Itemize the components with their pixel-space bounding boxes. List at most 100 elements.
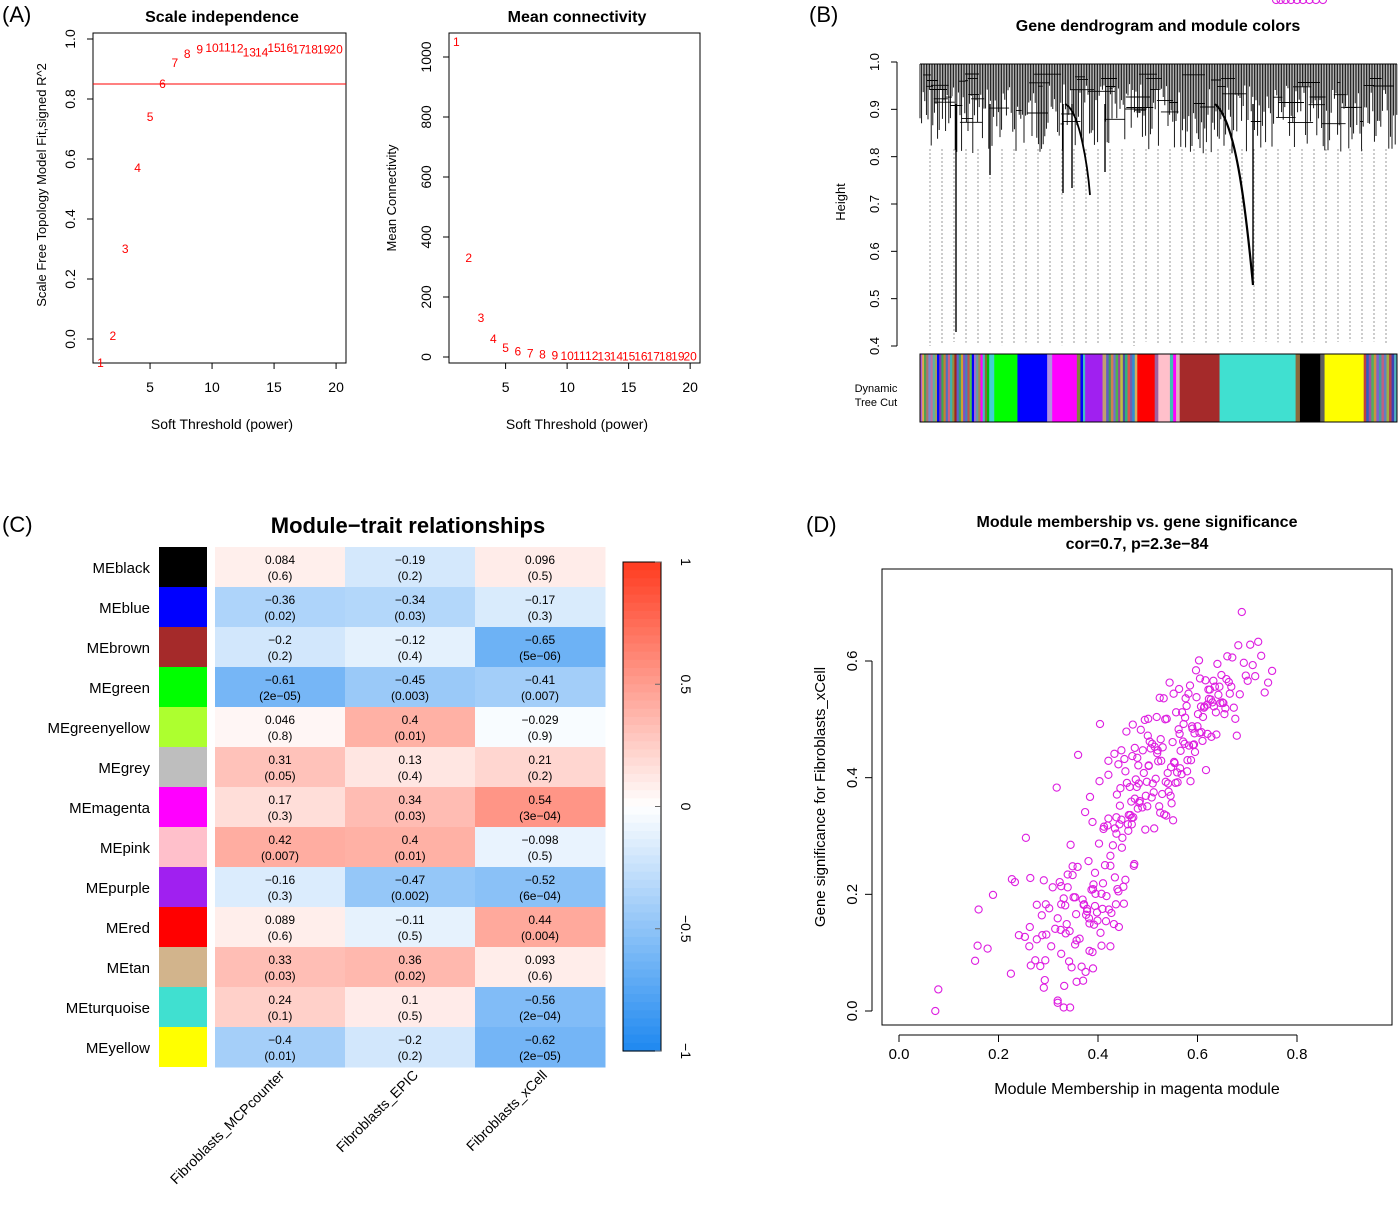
scale-independence-title: Scale independence xyxy=(145,9,299,26)
data-point xyxy=(1106,861,1115,870)
trait-label: Fibroblasts_xCell xyxy=(463,1067,550,1154)
data-point xyxy=(1257,651,1266,660)
mean-connectivity-plot: Mean connectivity 5 10 15 20 02004006008001… xyxy=(384,9,701,432)
power-label: 16 xyxy=(634,350,648,364)
module-color-block xyxy=(1324,354,1365,422)
data-point xyxy=(1091,889,1100,898)
data-point xyxy=(1141,791,1150,800)
data-point xyxy=(1219,698,1228,708)
data-point xyxy=(1153,749,1162,758)
module-color-block xyxy=(1130,354,1133,422)
data-point xyxy=(1107,908,1116,918)
data-point xyxy=(1112,813,1121,822)
data-point xyxy=(1143,802,1152,811)
data-point xyxy=(1032,935,1041,944)
power-label: 5 xyxy=(502,341,509,355)
data-point xyxy=(1173,778,1182,787)
data-point xyxy=(1077,962,1086,971)
module-name: MEgreenyellow xyxy=(47,720,150,737)
heatmap-cell xyxy=(475,667,606,708)
data-point xyxy=(1021,833,1031,842)
data-point xyxy=(1156,735,1165,744)
data-point xyxy=(1254,637,1263,646)
module-color-block xyxy=(1102,354,1107,422)
data-point xyxy=(1039,983,1048,992)
data-point xyxy=(1117,843,1127,852)
colorbar-segment xyxy=(623,888,661,897)
p-value: (2e−04) xyxy=(519,1009,561,1023)
p-value: (0.03) xyxy=(264,969,295,983)
data-point xyxy=(1217,670,1226,680)
data-point xyxy=(1119,882,1128,891)
colorbar-segment xyxy=(623,1026,661,1036)
module-color-block xyxy=(1386,354,1390,422)
data-point xyxy=(1164,787,1173,796)
trait-label: Fibroblasts_EPIC xyxy=(333,1067,421,1155)
dendrogram-leaf-drops xyxy=(929,149,1387,346)
module-color-block xyxy=(939,354,942,422)
module-name: MEpink xyxy=(100,840,151,857)
correlation-value: 0.093 xyxy=(525,953,555,967)
heatmap-cell xyxy=(345,827,476,868)
module-color-block xyxy=(923,354,927,422)
data-point xyxy=(1041,956,1050,965)
correlation-value: −0.34 xyxy=(395,593,426,607)
data-point xyxy=(1281,0,1290,5)
data-point xyxy=(1073,750,1083,760)
colorbar-segment xyxy=(623,676,661,685)
data-point xyxy=(1186,777,1195,786)
correlation-value: 0.42 xyxy=(268,833,292,847)
correlation-value: 0.4 xyxy=(402,833,419,847)
correlation-value: −0.11 xyxy=(395,913,425,927)
module-swatch xyxy=(159,587,207,627)
colorbar-segment xyxy=(623,945,661,954)
data-point xyxy=(1130,743,1139,753)
module-color-block xyxy=(1120,354,1124,422)
correlation-value: 0.084 xyxy=(265,553,295,567)
module-color-block xyxy=(973,354,977,422)
module-color-block xyxy=(1363,354,1367,422)
data-point xyxy=(1271,0,1281,5)
data-point xyxy=(1090,868,1100,877)
module-color-block xyxy=(1125,354,1128,422)
data-point xyxy=(1032,900,1041,909)
heatmap-cell xyxy=(215,627,346,668)
y-axis-title: Scale Free Topology Model Fit,signed R^2 xyxy=(34,63,49,307)
y-tick-label: 0.4 xyxy=(62,209,78,229)
colorbar-segment xyxy=(623,822,661,832)
p-value: (0.2) xyxy=(268,649,293,663)
x-tick-label: 0.6 xyxy=(1187,1046,1208,1063)
x-axis-ticks: 0.0 0.2 0.4 0.6 0.8 xyxy=(889,1034,1308,1063)
data-point xyxy=(1165,678,1174,687)
heatmap-cell xyxy=(215,827,346,868)
module-name: MEpurple xyxy=(86,880,150,897)
module-color-block xyxy=(922,354,925,422)
heatmap-cell xyxy=(215,947,346,988)
x-axis-ticks: 5 10 15 20 xyxy=(146,363,344,395)
data-point xyxy=(1162,714,1171,723)
correlation-value: 0.44 xyxy=(528,913,552,927)
heatmap-cell xyxy=(475,547,606,588)
data-point xyxy=(1158,743,1167,752)
data-point xyxy=(1157,756,1166,765)
data-point xyxy=(1168,737,1177,747)
data-point xyxy=(934,985,943,994)
x-tick-label: 0.8 xyxy=(1287,1046,1308,1063)
colorbar-segment xyxy=(623,912,661,922)
data-point xyxy=(1276,0,1285,5)
power-label: 11 xyxy=(573,349,586,363)
correlation-value: −0.4 xyxy=(268,1033,292,1047)
y-tick-label: 0.6 xyxy=(62,149,78,169)
heatmap-cell xyxy=(215,787,346,828)
correlation-value: 0.17 xyxy=(268,793,292,807)
heatmap-cell xyxy=(215,707,346,748)
module-color-block xyxy=(965,354,968,422)
correlation-value: −0.098 xyxy=(521,833,558,847)
heatmap-cell xyxy=(475,827,606,868)
correlation-value: −0.16 xyxy=(265,873,296,887)
data-point xyxy=(1104,814,1113,823)
data-point xyxy=(1151,774,1160,783)
power-label: 13 xyxy=(243,46,257,60)
heatmap-cell xyxy=(345,987,476,1028)
y-tick-label: 0.5 xyxy=(867,290,882,308)
